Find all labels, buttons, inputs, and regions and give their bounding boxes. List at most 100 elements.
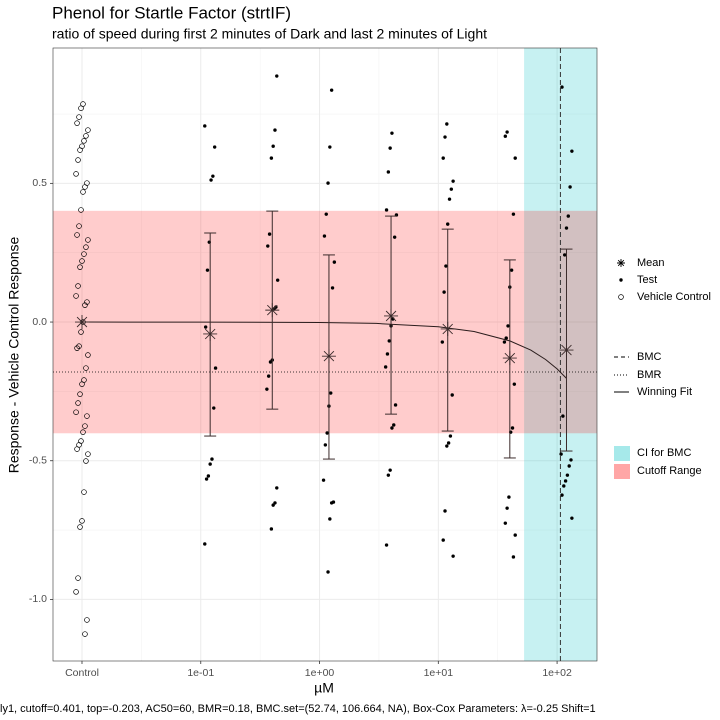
- vehicle-control-point: [85, 451, 91, 457]
- test-point: [388, 468, 392, 472]
- test-point: [503, 521, 508, 525]
- test-point: [387, 339, 391, 343]
- test-point: [323, 443, 328, 447]
- test-point: [265, 387, 269, 391]
- test-point: [562, 484, 566, 488]
- y-tick-label: -1.0: [29, 593, 47, 605]
- vehicle-control-point: [83, 244, 89, 250]
- test-point: [208, 462, 212, 466]
- vehicle-control-point: [83, 133, 89, 139]
- chart-title: Phenol for Startle Factor (strtIF): [52, 3, 291, 22]
- test-point: [325, 431, 329, 435]
- test-point: [384, 208, 389, 212]
- test-point: [329, 88, 334, 92]
- legend-label: CI for BMC: [637, 447, 691, 459]
- test-point: [447, 197, 452, 201]
- panel-border: [52, 47, 598, 662]
- test-point: [509, 268, 514, 272]
- y-tick-label: 0.0: [32, 316, 47, 328]
- vehicle-control-point: [78, 105, 84, 111]
- test-point: [507, 495, 511, 499]
- test-point: [451, 179, 455, 183]
- vehicle-control-point: [73, 409, 79, 415]
- test-point: [267, 232, 272, 236]
- test-point: [388, 146, 392, 150]
- test-point: [275, 278, 280, 282]
- test-point: [441, 156, 445, 160]
- test-point: [569, 458, 573, 462]
- test-point: [563, 479, 568, 483]
- vehicle-control-point: [73, 293, 79, 299]
- test-point: [269, 156, 274, 160]
- vehicle-control-point: [80, 189, 86, 195]
- test-point: [506, 324, 510, 328]
- test-point: [324, 212, 328, 216]
- legend-label: Vehicle Control: [637, 291, 711, 303]
- test-point: [440, 340, 445, 344]
- vehicle-control-point: [82, 631, 88, 637]
- vehicle-control-point: [79, 258, 85, 264]
- test-point: [203, 542, 207, 546]
- test-point: [209, 178, 213, 182]
- test-point: [273, 128, 277, 132]
- mean-marker: [321, 349, 336, 364]
- vehicle-control-point: [78, 329, 84, 335]
- y-tick-label: 0.5: [32, 177, 47, 189]
- test-point: [203, 124, 207, 128]
- vehicle-control-point: [76, 223, 82, 229]
- legend-label: Mean: [637, 257, 665, 269]
- x-tick-label: 1e+02: [542, 667, 572, 679]
- test-point: [568, 185, 572, 189]
- vehicle-control-point: [82, 423, 88, 429]
- legend-key: [614, 464, 630, 479]
- test-point: [450, 393, 454, 397]
- vehicle-control-point: [75, 400, 81, 406]
- test-point: [328, 517, 332, 521]
- vehicle-control-point: [79, 381, 85, 387]
- test-point: [510, 426, 515, 430]
- test-point: [211, 174, 215, 178]
- vehicle-control-point: [77, 391, 83, 397]
- test-point: [329, 391, 333, 395]
- mean-marker: [203, 326, 218, 341]
- vehicle-control-point: [84, 617, 90, 623]
- test-point: [561, 414, 565, 418]
- test-point: [384, 543, 389, 547]
- vehicle-control-point: [84, 299, 90, 305]
- vehicle-control-point: [81, 251, 87, 257]
- legend-label: Winning Fit: [637, 386, 692, 398]
- test-point: [512, 382, 517, 386]
- mean-marker: [384, 308, 399, 323]
- test-point: [513, 156, 517, 160]
- vehicle-control-point: [84, 413, 90, 419]
- test-point: [390, 426, 394, 430]
- vehicle-control-point: [85, 127, 91, 133]
- legend-key: [614, 446, 630, 461]
- mean-marker: [440, 321, 455, 336]
- legend-label: Test: [637, 274, 657, 286]
- test-point: [559, 452, 563, 456]
- vehicle-control-point: [80, 429, 86, 435]
- mean-marker: [74, 315, 89, 330]
- x-tick-label: 1e+00: [305, 667, 335, 679]
- test-point: [443, 509, 447, 513]
- test-point: [204, 477, 209, 481]
- legend-key: [618, 294, 624, 300]
- test-point: [505, 506, 509, 510]
- test-point: [565, 473, 570, 477]
- test-point: [332, 260, 337, 264]
- y-axis-title: Response - Vehicle Control Response: [6, 236, 22, 473]
- test-point: [449, 187, 454, 191]
- test-point: [451, 554, 455, 558]
- vehicle-control-point: [74, 120, 80, 126]
- test-point: [213, 366, 218, 370]
- test-point: [445, 444, 449, 448]
- vehicle-control-point: [74, 345, 80, 351]
- x-tick-label: Control: [65, 667, 99, 679]
- test-point: [321, 478, 326, 482]
- test-point: [566, 214, 570, 218]
- test-point: [513, 533, 517, 537]
- legend-key: [617, 259, 625, 267]
- test-point: [269, 527, 274, 531]
